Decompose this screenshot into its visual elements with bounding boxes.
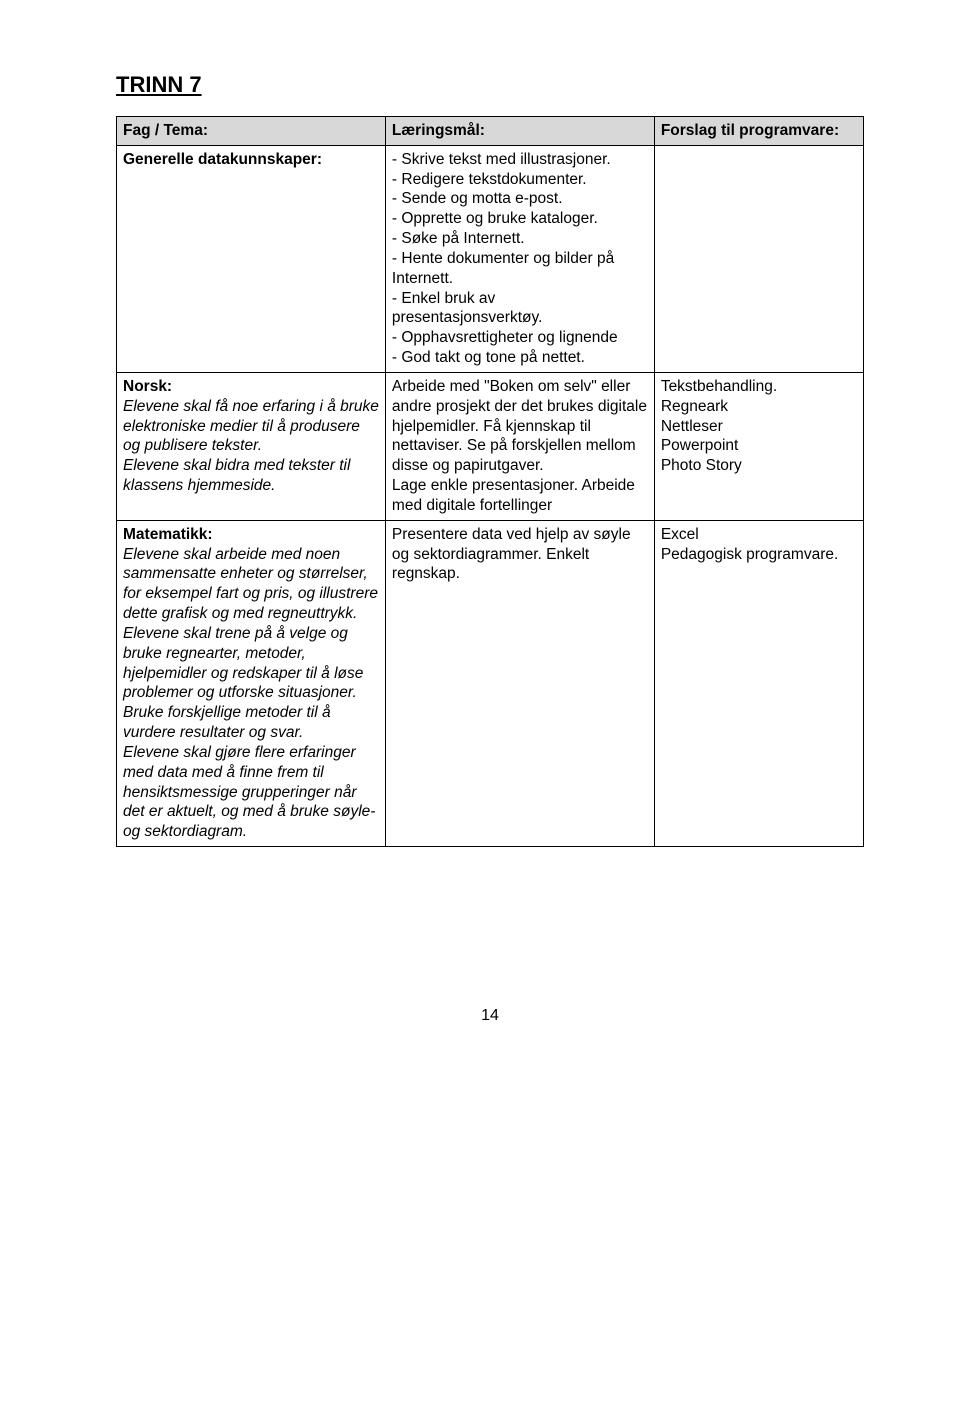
- row-generelle-mid: - Skrive tekst med illustrasjoner. - Red…: [385, 145, 654, 372]
- r1-m0: - Skrive tekst med illustrasjoner.: [392, 150, 648, 170]
- row-matematikk-body: Elevene skal arbeide med noen sammensatt…: [123, 545, 379, 842]
- row-norsk-body: Elevene skal få noe erfaring i å bruke e…: [123, 397, 379, 496]
- row-generelle-left: Generelle datakunnskaper:: [117, 145, 386, 372]
- page-number: 14: [116, 1007, 864, 1025]
- row-matematikk-mid: Presentere data ved hjelp av søyle og se…: [385, 520, 654, 846]
- row-norsk-right: Tekstbehandling.RegnearkNettleserPowerpo…: [654, 372, 863, 520]
- row-generelle-right: [654, 145, 863, 372]
- row-norsk-mid: Arbeide med "Boken om selv" eller andre …: [385, 372, 654, 520]
- th-forslag: Forslag til programvare:: [654, 117, 863, 146]
- row-matematikk-left: Matematikk: Elevene skal arbeide med noe…: [117, 520, 386, 846]
- r1-m7: - Opphavsrettigheter og lignende: [392, 328, 648, 348]
- row-norsk-title: Norsk:: [123, 377, 379, 397]
- r1-m3: - Opprette og bruke kataloger.: [392, 209, 648, 229]
- page-heading: TRINN 7: [116, 72, 864, 98]
- r1-m4: - Søke på Internett.: [392, 229, 648, 249]
- r1-m1: - Redigere tekstdokumenter.: [392, 170, 648, 190]
- row-matematikk-title: Matematikk:: [123, 525, 379, 545]
- r1-m8: - God takt og tone på nettet.: [392, 348, 648, 368]
- curriculum-table: Fag / Tema: Læringsmål: Forslag til prog…: [116, 116, 864, 847]
- th-fag-tema: Fag / Tema:: [117, 117, 386, 146]
- r1-m5: - Hente dokumenter og bilder på Internet…: [392, 249, 648, 289]
- row-generelle-title: Generelle datakunnskaper:: [123, 151, 322, 168]
- r1-m2: - Sende og motta e-post.: [392, 189, 648, 209]
- th-laeringsmaal: Læringsmål:: [385, 117, 654, 146]
- row-matematikk-right: ExcelPedagogisk programvare.: [654, 520, 863, 846]
- r1-m6: - Enkel bruk av presentasjonsverktøy.: [392, 289, 648, 329]
- row-norsk-left: Norsk: Elevene skal få noe erfaring i å …: [117, 372, 386, 520]
